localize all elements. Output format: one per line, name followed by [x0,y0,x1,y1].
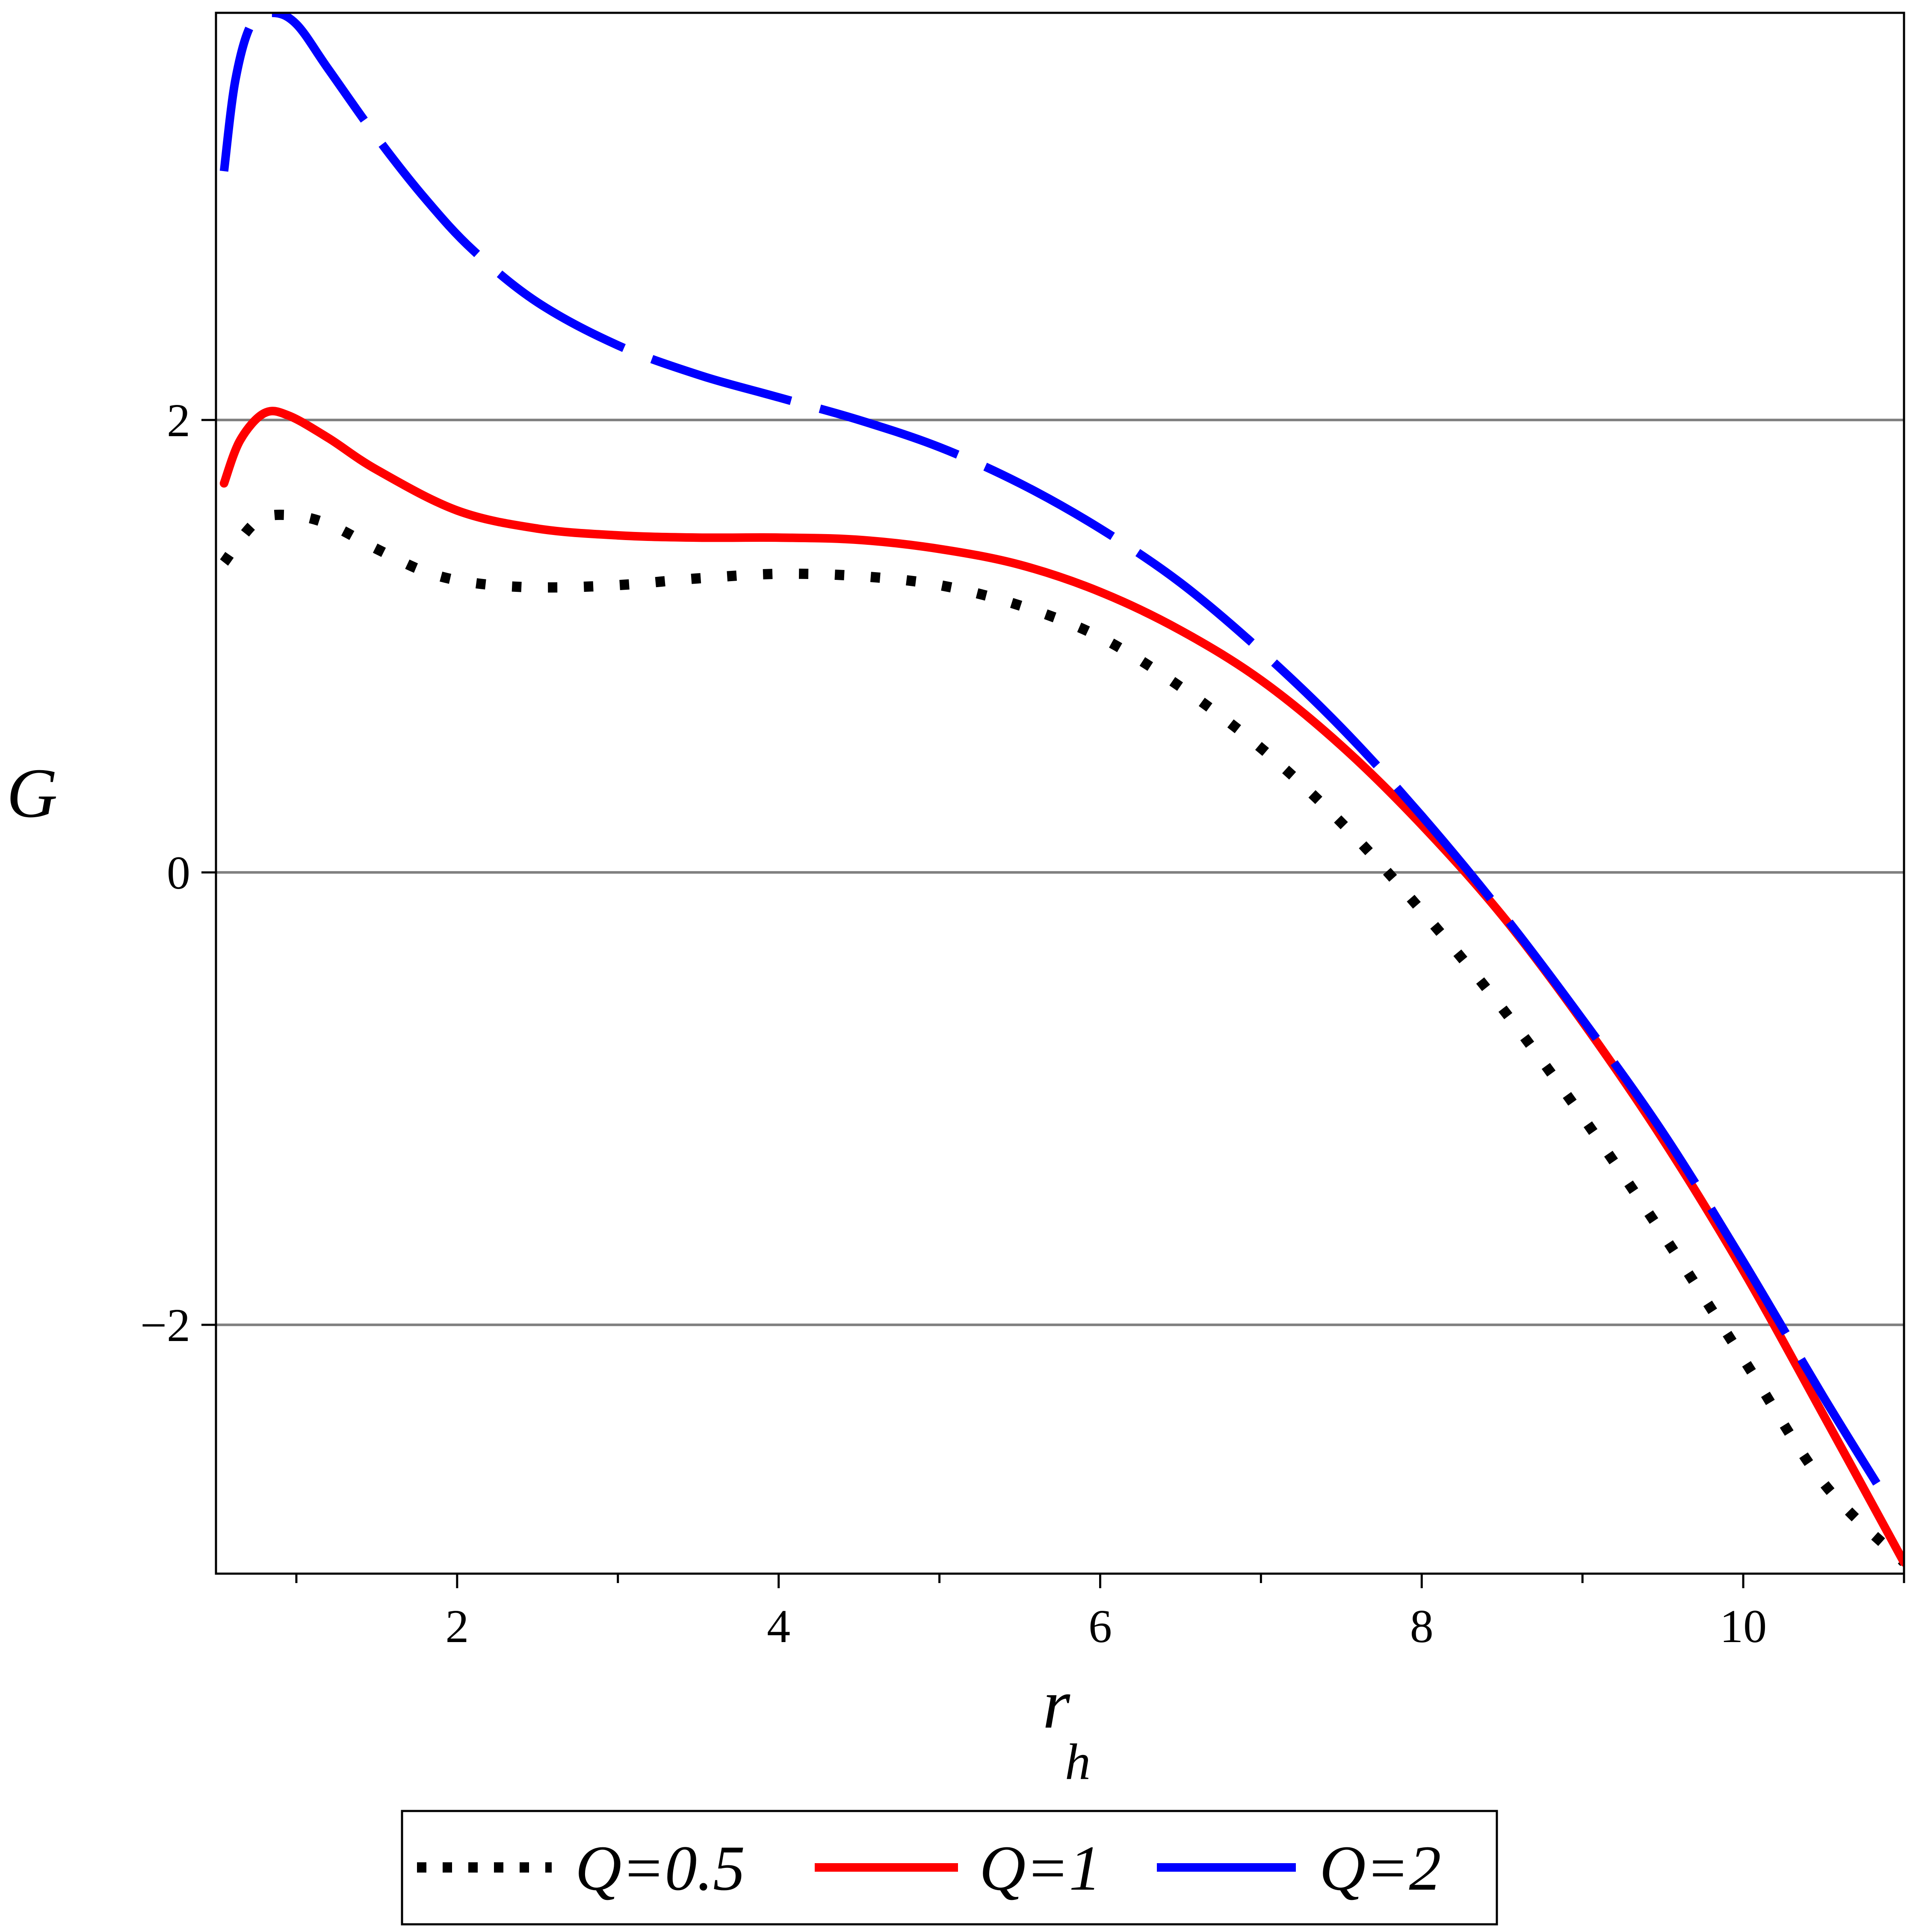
x-tick-label: 10 [1720,1600,1767,1652]
y-tick-label: 0 [167,847,190,899]
x-tick-label: 6 [1088,1600,1112,1652]
series-line-q-0-5 [220,509,1904,1566]
legend-label: Q=0.5 [575,1833,745,1904]
legend-label: Q=1 [979,1833,1101,1904]
x-tick-label: 2 [445,1600,469,1652]
grid-lines [216,419,1904,1326]
y-axis-label: G [6,754,57,832]
series-line-q-2 [219,13,1892,1504]
y-tick-label: 2 [167,394,190,446]
series-line-q-1 [219,407,1904,1567]
x-axis-label-subscript: h [1065,1733,1091,1790]
x-tick-label: 4 [767,1600,790,1652]
legend: Q=0.5 Q=1 Q=2 [401,1810,1498,1926]
axis-labels: G r h [6,754,1091,1790]
axis-ticks: 2 4 6 8 10 −2 0 2 [140,394,1905,1652]
x-tick-label: 8 [1410,1600,1434,1652]
x-axis-label: r [1043,1665,1070,1743]
series-lines [219,13,1904,1567]
plot-frame [215,12,1905,1575]
legend-label: Q=2 [1319,1833,1441,1904]
y-tick-label: −2 [140,1299,190,1351]
